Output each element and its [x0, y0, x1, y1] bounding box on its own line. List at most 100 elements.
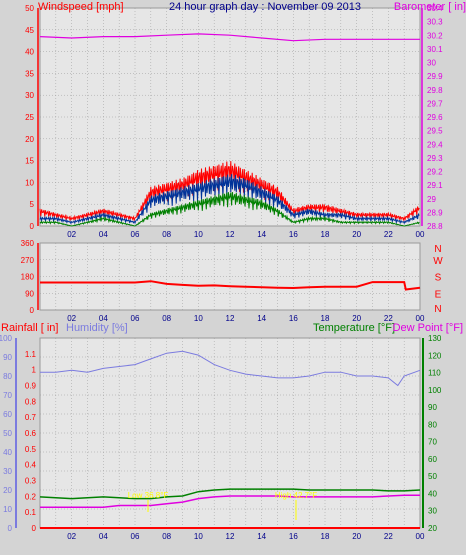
baro-tick-label: 29.8 [427, 86, 443, 95]
time-tick-label: 08 [162, 532, 171, 541]
time-tick-label: 22 [384, 314, 393, 323]
grid-lines [15, 7, 424, 529]
rain-label: Rainfall [ in] [1, 322, 58, 334]
time-tick-label: 00 [416, 314, 425, 323]
date-title: 24 hour graph day : November 09 2013 [169, 1, 361, 13]
temperature-label: Temperature [°F] [313, 322, 395, 334]
direction-tick-label: 270 [21, 256, 35, 265]
baro-tick-label: 30.2 [427, 31, 443, 40]
temp-tick-label: 90 [428, 403, 437, 412]
compass-label: N [434, 244, 441, 255]
humidity-tick-label: 70 [3, 391, 12, 400]
time-tick-label: 20 [352, 230, 361, 239]
compass-label: E [435, 289, 442, 300]
temp-tick-label: 120 [428, 351, 442, 360]
temp-tick-label: 100 [428, 386, 442, 395]
temp-tick-label: 50 [428, 472, 437, 481]
time-tick-label: 10 [194, 230, 203, 239]
baro-tick-label: 29.6 [427, 113, 443, 122]
rain-tick-label: 0.1 [25, 508, 37, 517]
temp-tick-label: 70 [428, 438, 437, 447]
baro-title: Barometer [ in] [394, 1, 466, 13]
wind-tick-label: 45 [25, 26, 34, 35]
time-tick-label: 04 [99, 532, 108, 541]
time-tick-label: 12 [226, 314, 235, 323]
wind-tick-label: 10 [25, 178, 34, 187]
baro-tick-label: 29 [427, 195, 436, 204]
baro-tick-label: 28.9 [427, 208, 443, 217]
humidity-tick-label: 50 [3, 429, 12, 438]
direction-tick-label: 180 [21, 273, 35, 282]
compass-label: W [433, 256, 443, 267]
time-tick-label: 12 [226, 230, 235, 239]
wind-tick-label: 35 [25, 69, 34, 78]
humidity-tick-label: 90 [3, 353, 12, 362]
time-tick-label: 02 [67, 532, 76, 541]
time-tick-label: 16 [289, 532, 298, 541]
direction-tick-label: 0 [30, 306, 35, 315]
time-tick-label: 06 [131, 230, 140, 239]
time-tick-label: 14 [257, 314, 266, 323]
direction-line [40, 280, 421, 291]
dewpoint-line [40, 494, 420, 509]
baro-tick-label: 29.1 [427, 181, 443, 190]
rain-tick-label: 0.4 [25, 461, 37, 470]
wind-tick-label: 15 [25, 157, 34, 166]
baro-tick-label: 30.3 [427, 18, 443, 27]
wind-tick-label: 40 [25, 48, 34, 57]
baro-tick-label: 29.2 [427, 168, 443, 177]
humidity-line [40, 350, 421, 387]
time-tick-label: 14 [257, 230, 266, 239]
time-tick-label: 08 [162, 314, 171, 323]
baro-tick-label: 30 [427, 59, 436, 68]
humidity-tick-label: 60 [3, 410, 12, 419]
rain-tick-label: 1 [32, 366, 37, 375]
wind-tick-label: 50 [25, 4, 34, 13]
humidity-tick-label: 40 [3, 448, 12, 457]
time-tick-label: 04 [99, 314, 108, 323]
rain-tick-label: 0.5 [25, 445, 37, 454]
baro-tick-label: 29.3 [427, 154, 443, 163]
humidity-tick-label: 20 [3, 486, 12, 495]
wind-title: Windspeed [mph] [38, 1, 124, 13]
rain-tick-label: 0.7 [25, 413, 37, 422]
wind-tick-label: 5 [30, 200, 35, 209]
time-tick-label: 16 [289, 230, 298, 239]
time-tick-label: 18 [321, 314, 330, 323]
baro-tick-label: 29.9 [427, 72, 443, 81]
temperature-line [39, 488, 421, 500]
humidity-tick-label: 100 [0, 334, 13, 343]
direction-tick-label: 360 [21, 239, 35, 248]
humidity-tick-label: 30 [3, 467, 12, 476]
time-tick-label: 22 [384, 532, 393, 541]
time-tick-label: 06 [131, 314, 140, 323]
temp-tick-label: 20 [428, 524, 437, 533]
compass-label: N [434, 304, 441, 315]
wind-tick-label: 25 [25, 113, 34, 122]
time-tick-label: 10 [194, 532, 203, 541]
time-tick-label: 20 [352, 314, 361, 323]
temp-tick-label: 60 [428, 455, 437, 464]
rain-tick-label: 0 [32, 524, 37, 533]
rain-tick-label: 1.1 [25, 350, 37, 359]
direction-tick-label: 90 [25, 289, 34, 298]
dewpoint-label: Dew Point [°F] [393, 322, 463, 334]
rain-tick-label: 0.6 [25, 429, 37, 438]
rain-tick-label: 0.2 [25, 492, 37, 501]
humidity-tick-label: 80 [3, 372, 12, 381]
temp-tick-label: 40 [428, 489, 437, 498]
time-tick-label: 06 [131, 532, 140, 541]
time-tick-label: 08 [162, 230, 171, 239]
rain-tick-label: 0.8 [25, 397, 37, 406]
temp-tick-label: 130 [428, 334, 442, 343]
baro-tick-label: 29.7 [427, 99, 443, 108]
temp-tick-label: 30 [428, 507, 437, 516]
humidity-tick-label: 0 [8, 524, 13, 533]
baro-tick-label: 29.4 [427, 140, 443, 149]
time-tick-label: 22 [384, 230, 393, 239]
wind-speed-line [39, 192, 420, 227]
temp-low-marker: Low 36.8°F [128, 491, 169, 500]
wind-tick-label: 0 [30, 222, 35, 231]
